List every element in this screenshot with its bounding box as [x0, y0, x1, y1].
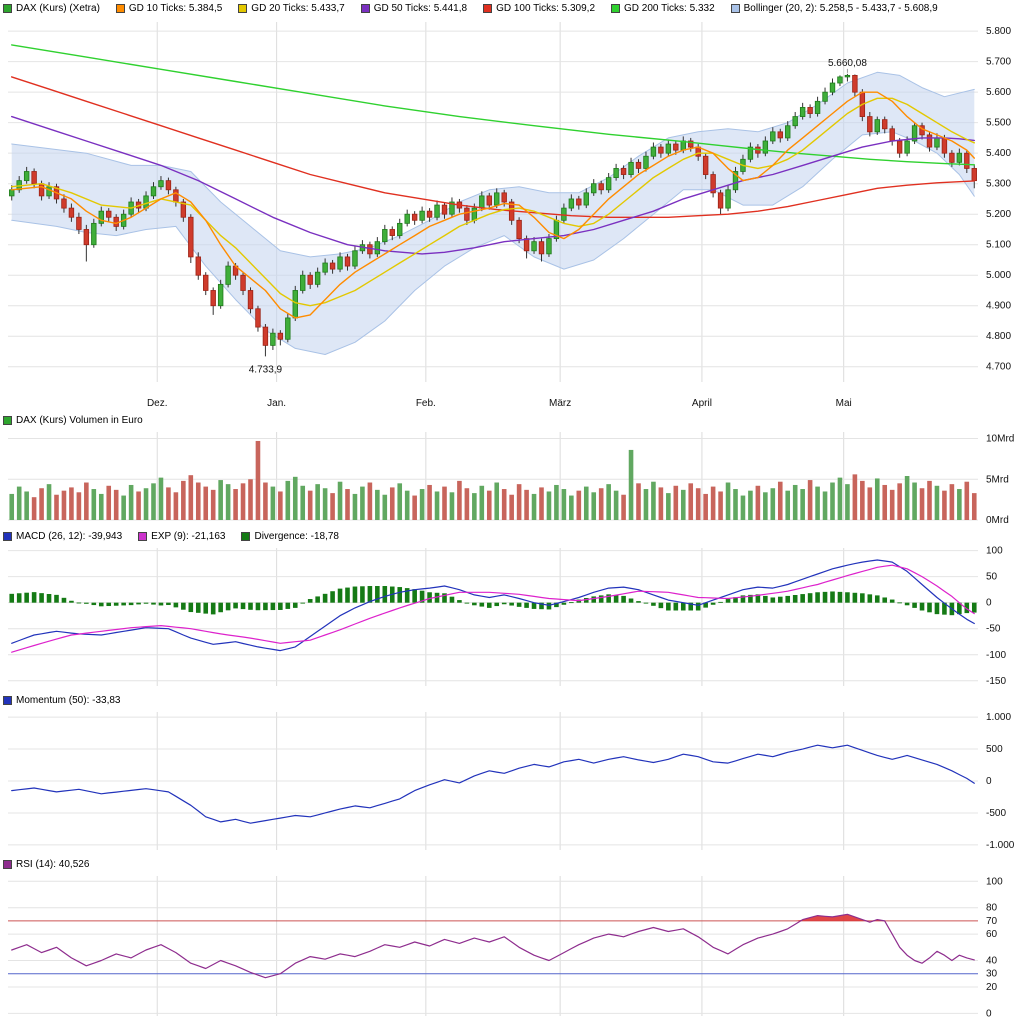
svg-text:5.700: 5.700 [986, 57, 1011, 68]
momentum-legend: Momentum (50): -33,83 [0, 692, 1025, 708]
svg-text:70: 70 [986, 916, 998, 927]
legend-item: EXP (9): -21,163 [138, 531, 225, 542]
svg-text:4.800: 4.800 [986, 331, 1011, 342]
svg-text:5.300: 5.300 [986, 179, 1011, 190]
rsi-panel: RSI (14): 40,526 100 80 70 60 40 30 20 0 [0, 856, 1025, 1022]
legend-swatch-icon [115, 3, 125, 13]
svg-text:60: 60 [986, 929, 998, 940]
svg-text:40: 40 [986, 956, 998, 967]
svg-text:4.700: 4.700 [986, 362, 1011, 373]
svg-text:0: 0 [986, 1008, 992, 1019]
legend-item: DAX (Kurs) (Xetra) [3, 3, 100, 14]
momentum-panel: Momentum (50): -33,83 1.000 500 0 -500 -1.00… [0, 692, 1025, 856]
svg-text:-150: -150 [986, 676, 1006, 687]
legend-item: MACD (26, 12): -39,943 [3, 531, 122, 542]
svg-text:April: April [692, 398, 712, 409]
momentum-chart: 1.000 500 0 -500 -1.000 [8, 712, 1015, 851]
legend-item: Divergence: -18,78 [241, 531, 339, 542]
svg-text:-100: -100 [986, 650, 1006, 661]
legend-item: GD 100 Ticks: 5.309,2 [483, 3, 595, 14]
svg-text:5.600: 5.600 [986, 87, 1011, 98]
svg-text:80: 80 [986, 903, 998, 914]
svg-text:-500: -500 [986, 808, 1006, 819]
svg-text:5.200: 5.200 [986, 209, 1011, 220]
legend-label: Divergence: -18,78 [254, 530, 339, 542]
legend-swatch-icon [483, 3, 493, 13]
legend-swatch-icon [3, 695, 12, 705]
legend-item: Momentum (50): -33,83 [3, 695, 121, 706]
svg-text:-1.000: -1.000 [986, 840, 1015, 851]
svg-text:5Mrd: 5Mrd [986, 474, 1009, 485]
svg-text:5.800: 5.800 [986, 26, 1011, 37]
legend-swatch-icon [138, 531, 148, 541]
volume-chart: 10Mrd 5Mrd 0Mrd [8, 432, 1014, 526]
svg-text:500: 500 [986, 744, 1003, 755]
price-legend: DAX (Kurs) (Xetra) GD 10 Ticks: 5.384,5 GD… [0, 0, 1025, 16]
svg-text:5.000: 5.000 [986, 270, 1011, 281]
macd-panel: MACD (26, 12): -39,943 EXP (9): -21,163 Di… [0, 528, 1025, 692]
legend-item: Bollinger (20, 2): 5.258,5 - 5.433,7 - 5… [730, 2, 938, 14]
svg-text:4.900: 4.900 [986, 301, 1011, 312]
legend-swatch-icon [238, 3, 248, 13]
legend-item: GD 10 Ticks: 5.384,5 [115, 2, 223, 14]
svg-text:5.500: 5.500 [986, 118, 1011, 129]
legend-label: Momentum (50): -33,83 [16, 694, 121, 706]
svg-text:5.660,08: 5.660,08 [828, 58, 867, 69]
macd-chart: 100 50 0 -50 -100 -150 [8, 546, 1006, 687]
macd-legend: MACD (26, 12): -39,943 EXP (9): -21,163 Di… [0, 528, 1025, 544]
legend-label: MACD (26, 12): -39,943 [16, 530, 123, 542]
svg-text:Dez.: Dez. [147, 398, 168, 409]
legend-swatch-icon [3, 859, 12, 869]
legend-label: GD 100 Ticks: 5.309,2 [496, 2, 596, 14]
legend-label: GD 20 Ticks: 5.433,7 [251, 2, 345, 14]
svg-text:30: 30 [986, 969, 998, 980]
legend-swatch-icon [611, 3, 621, 13]
legend-item: GD 200 Ticks: 5.332 [611, 3, 715, 14]
rsi-legend: RSI (14): 40,526 [0, 856, 1025, 872]
legend-swatch-icon [241, 531, 251, 541]
legend-label: Bollinger (20, 2): 5.258,5 - 5.433,7 - 5… [743, 2, 938, 14]
svg-text:4.733,9: 4.733,9 [249, 364, 283, 375]
svg-text:Jan.: Jan. [267, 398, 286, 409]
legend-label: DAX (Kurs) Volumen in Euro [16, 414, 143, 426]
svg-text:100: 100 [986, 546, 1003, 557]
legend-swatch-icon [360, 3, 370, 13]
legend-label: EXP (9): -21,163 [151, 530, 226, 542]
svg-text:-50: -50 [986, 624, 1001, 635]
legend-swatch-icon [3, 531, 12, 541]
svg-text:0: 0 [986, 776, 992, 787]
legend-label: RSI (14): 40,526 [16, 858, 90, 870]
legend-item: RSI (14): 40,526 [3, 859, 89, 870]
volume-panel: DAX (Kurs) Volumen in Euro 10Mrd 5Mrd 0Mrd [0, 412, 1025, 528]
volume-legend: DAX (Kurs) Volumen in Euro [0, 412, 1025, 428]
svg-text:5.100: 5.100 [986, 240, 1011, 251]
svg-text:50: 50 [986, 572, 998, 583]
price-panel: DAX (Kurs) (Xetra) GD 10 Ticks: 5.384,5 GD… [0, 0, 1025, 412]
svg-text:1.000: 1.000 [986, 712, 1011, 723]
legend-swatch-icon [3, 415, 12, 425]
svg-text:5.400: 5.400 [986, 148, 1011, 159]
legend-label: GD 200 Ticks: 5.332 [624, 2, 715, 14]
legend-swatch-icon [3, 3, 12, 13]
price-chart: 5.800 5.700 5.600 5.500 5.400 5.300 5.200 5.100… [8, 22, 1011, 409]
legend-label: DAX (Kurs) (Xetra) [16, 2, 100, 14]
legend-item: DAX (Kurs) Volumen in Euro [3, 415, 143, 426]
svg-text:0: 0 [986, 598, 992, 609]
legend-label: GD 10 Ticks: 5.384,5 [128, 2, 223, 14]
svg-text:10Mrd: 10Mrd [986, 434, 1014, 445]
svg-text:Mai: Mai [836, 398, 852, 409]
svg-text:100: 100 [986, 876, 1003, 887]
rsi-chart: 100 80 70 60 40 30 20 0 [8, 876, 1003, 1019]
svg-text:März: März [549, 398, 571, 409]
legend-swatch-icon [730, 3, 740, 13]
legend-label: GD 50 Ticks: 5.441,8 [373, 2, 468, 14]
svg-text:Feb.: Feb. [416, 398, 436, 409]
legend-item: GD 50 Ticks: 5.441,8 [360, 2, 468, 14]
legend-item: GD 20 Ticks: 5.433,7 [238, 2, 345, 14]
svg-text:20: 20 [986, 982, 998, 993]
svg-text:0Mrd: 0Mrd [986, 515, 1009, 526]
